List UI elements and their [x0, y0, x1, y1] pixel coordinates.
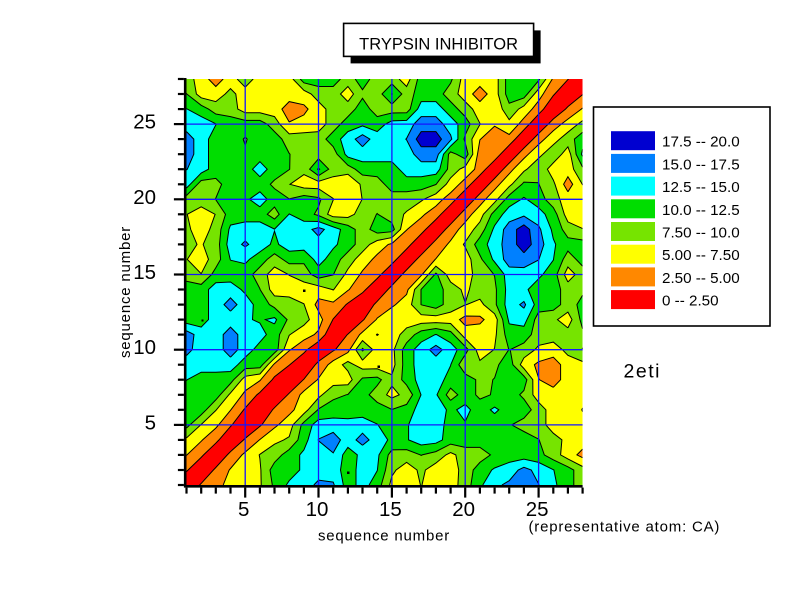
svg-text:25: 25 [526, 498, 549, 521]
svg-text:20: 20 [133, 186, 156, 209]
svg-text:20: 20 [452, 498, 475, 521]
svg-text:TRYPSIN INHIBITOR: TRYPSIN INHIBITOR [359, 36, 518, 54]
svg-text:15.0 -- 17.5: 15.0 -- 17.5 [662, 156, 740, 173]
svg-text:7.50 -- 10.0: 7.50 -- 10.0 [662, 225, 740, 242]
svg-text:5: 5 [238, 498, 249, 521]
svg-text:2.50 -- 5.00: 2.50 -- 5.00 [662, 270, 740, 287]
svg-text:0 -- 2.50: 0 -- 2.50 [662, 293, 719, 310]
svg-text:10: 10 [306, 498, 329, 521]
svg-text:5: 5 [145, 411, 156, 434]
svg-text:15: 15 [133, 261, 156, 284]
svg-text:10: 10 [133, 336, 156, 359]
svg-text:5.00 -- 7.50: 5.00 -- 7.50 [662, 247, 740, 264]
svg-text:2eti: 2eti [624, 361, 661, 383]
svg-text:sequence number: sequence number [117, 226, 134, 358]
svg-text:10.0 -- 12.5: 10.0 -- 12.5 [662, 202, 740, 219]
svg-text:sequence number: sequence number [318, 528, 450, 545]
svg-text:17.5 -- 20.0: 17.5 -- 20.0 [662, 134, 740, 151]
svg-text:15: 15 [379, 498, 402, 521]
svg-text:12.5 -- 15.0: 12.5 -- 15.0 [662, 179, 740, 196]
svg-text:(representative atom: CA): (representative atom: CA) [529, 519, 721, 536]
svg-text:25: 25 [133, 111, 156, 134]
